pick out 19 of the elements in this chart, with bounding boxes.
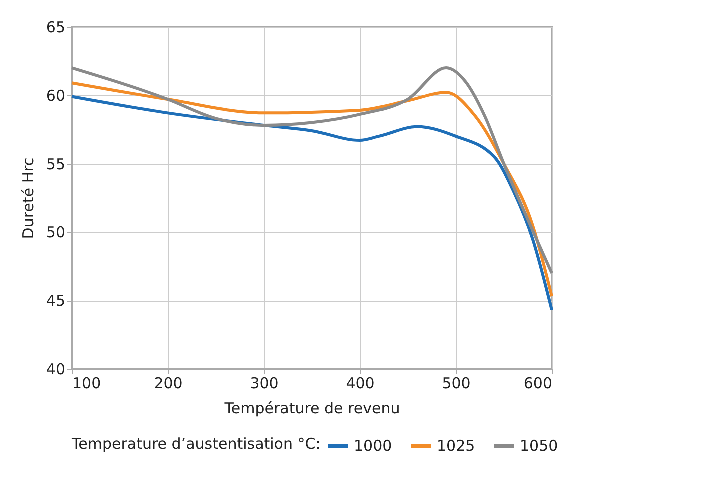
x-tick-label: 400 [346,374,375,392]
x-tick-label: 500 [442,374,471,392]
y-tick-label: 60 [46,86,66,105]
legend-label: 1050 [520,437,558,455]
legend-label: 1025 [437,437,476,455]
x-tick-label: 200 [154,374,183,392]
y-tick-label: 45 [46,292,66,310]
legend-label: 1000 [354,437,392,455]
line-series [70,66,554,275]
y-axis-title: Dureté Hrc [19,158,38,240]
x-tick-label: 600 [524,374,552,392]
x-axis-title: Température de revenu [224,400,400,418]
legend-title: Temperature d’austentisation °C: [71,435,321,453]
x-tick-label: 100 [72,374,102,392]
x-tick-label: 300 [250,374,279,392]
y-tick-label: 65 [46,18,66,36]
y-tick-label: 50 [46,224,66,242]
y-tick-label: 40 [46,360,66,378]
y-tick-label: 55 [46,155,66,174]
